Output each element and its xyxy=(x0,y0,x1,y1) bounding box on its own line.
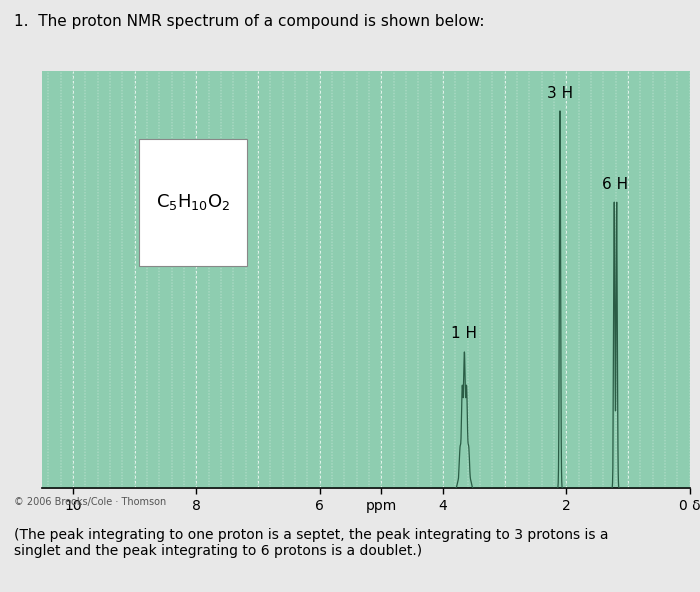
Text: 1 H: 1 H xyxy=(452,326,477,342)
Text: 6 H: 6 H xyxy=(603,177,629,192)
Text: (The peak integrating to one proton is a septet, the peak integrating to 3 proto: (The peak integrating to one proton is a… xyxy=(14,527,608,558)
Text: 3 H: 3 H xyxy=(547,86,573,101)
Text: $\mathrm{C_5H_{10}O_2}$: $\mathrm{C_5H_{10}O_2}$ xyxy=(156,192,230,212)
FancyBboxPatch shape xyxy=(139,139,246,266)
Text: © 2006 Brooks/Cole · Thomson: © 2006 Brooks/Cole · Thomson xyxy=(14,497,167,507)
Text: 1.  The proton NMR spectrum of a compound is shown below:: 1. The proton NMR spectrum of a compound… xyxy=(14,14,484,29)
